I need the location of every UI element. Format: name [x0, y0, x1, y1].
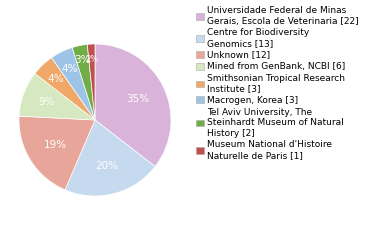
Text: 9%: 9% [38, 97, 55, 107]
Wedge shape [65, 120, 155, 196]
Text: 4%: 4% [48, 74, 64, 84]
Text: 3%: 3% [74, 55, 91, 66]
Text: 20%: 20% [95, 161, 118, 171]
Wedge shape [19, 73, 95, 120]
Wedge shape [19, 116, 95, 190]
Wedge shape [87, 44, 95, 120]
Text: 19%: 19% [43, 140, 66, 150]
Text: 2%: 2% [85, 55, 98, 64]
Wedge shape [35, 58, 95, 120]
Text: 35%: 35% [126, 94, 149, 104]
Wedge shape [52, 48, 95, 120]
Wedge shape [95, 44, 171, 167]
Text: 4%: 4% [62, 64, 78, 74]
Legend: Universidade Federal de Minas
Gerais, Escola de Veterinaria [22], Centre for Bio: Universidade Federal de Minas Gerais, Es… [195, 5, 361, 162]
Wedge shape [72, 44, 95, 120]
